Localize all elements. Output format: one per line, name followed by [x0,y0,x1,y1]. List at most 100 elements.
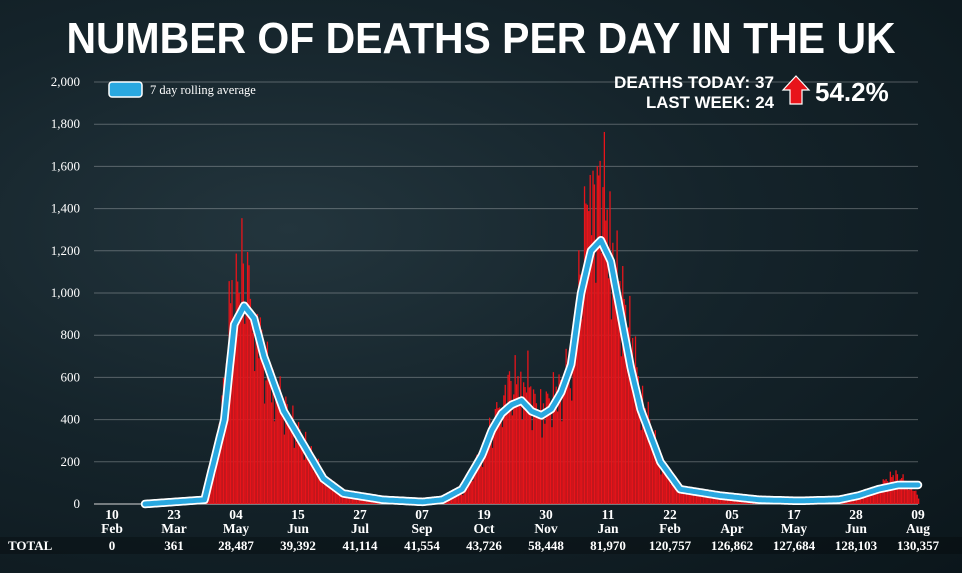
daily-bar [252,332,254,504]
daily-bar [483,441,485,504]
daily-bar [682,489,685,504]
daily-bar [304,431,307,504]
daily-deaths-bars [146,131,920,505]
daily-bar [603,131,606,505]
daily-bar [732,498,734,504]
daily-bar [677,488,679,504]
daily-bar [289,422,291,504]
daily-bar [568,360,570,504]
daily-bar [464,485,467,504]
daily-bar [463,485,465,504]
daily-bar [251,313,253,504]
daily-bar [248,265,250,504]
daily-bar [296,443,298,504]
daily-bar [494,408,496,504]
daily-bar [266,341,269,504]
y-tick-label: 0 [74,496,81,511]
daily-bar [915,490,917,504]
daily-bar [489,417,491,504]
x-tick-day: 22 [663,507,677,522]
daily-bar [534,393,536,504]
daily-bar [501,427,504,504]
daily-bar [690,495,692,504]
daily-bar [280,403,283,504]
daily-bar [687,490,689,504]
daily-bar [537,411,539,504]
daily-bar [340,493,342,504]
daily-bar [674,481,676,504]
daily-bar [331,485,334,504]
daily-bar [649,419,651,504]
daily-bar [595,282,597,504]
total-value: 126,862 [711,538,753,553]
daily-bar [321,479,324,504]
daily-bar [721,497,723,504]
daily-bar [695,492,698,504]
daily-bar [317,458,320,504]
daily-bar [616,230,618,504]
daily-bar [555,386,557,504]
daily-bar [354,496,356,504]
totals-row: TOTAL 0 361 28,487 39,392 41,114 41,554 43,726 5… [0,537,962,554]
daily-bar [592,170,594,505]
daily-bar [215,441,218,504]
daily-bar [314,464,317,504]
daily-bar [351,495,354,504]
x-tick-month: Aug [906,521,930,536]
daily-bar [673,475,675,504]
daily-bar [637,375,639,504]
daily-bar [651,439,654,504]
daily-bar [484,444,487,504]
daily-bar [726,498,729,504]
daily-bar [559,380,562,504]
daily-bar [610,319,613,504]
daily-bar [705,493,707,504]
daily-bar [476,454,478,504]
daily-bar [688,490,690,504]
daily-bar [283,434,286,504]
daily-bar [664,472,666,504]
daily-bar [663,464,665,504]
daily-bar [518,404,521,504]
daily-bar [620,356,622,504]
daily-bar [875,489,877,504]
daily-bar [626,337,628,504]
daily-bar [238,293,240,504]
daily-bar [242,263,244,504]
daily-bar [578,250,580,504]
daily-bar [306,447,308,504]
daily-bar [521,419,523,504]
total-value: 120,757 [649,538,692,553]
daily-bar [282,398,284,504]
daily-bar [320,470,322,504]
daily-bar [503,395,505,504]
rolling-average-line [142,237,921,507]
y-tick-label: 2,000 [51,74,80,89]
daily-bar [855,499,858,504]
daily-bar [862,495,865,504]
daily-bar [605,220,607,505]
daily-bar [619,280,621,504]
daily-bar [588,211,590,505]
daily-bar [916,494,918,504]
daily-bar [326,478,328,504]
x-tick-day: 09 [911,507,925,522]
daily-bar [658,465,661,504]
daily-bar [310,446,312,504]
x-tick-month: Jun [287,521,309,536]
x-tick-day: 28 [849,507,863,522]
daily-bar [360,498,362,504]
daily-bar [656,447,658,504]
rolling-average-series [140,236,923,509]
daily-bar [344,495,346,504]
daily-bar [871,490,873,504]
daily-bar [908,489,910,504]
daily-bar [852,498,855,504]
x-tick-day: 10 [105,507,119,522]
daily-bar [702,495,705,504]
daily-bar [221,395,223,504]
daily-bar [327,482,329,504]
daily-bar [532,389,535,504]
daily-bar [861,496,863,504]
daily-bar [565,348,567,504]
